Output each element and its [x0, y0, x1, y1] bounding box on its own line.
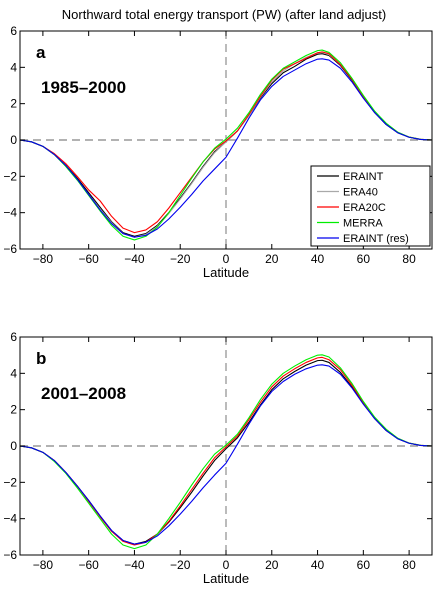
x-tick-label: 60	[357, 252, 371, 266]
y-tick-label: −6	[3, 242, 17, 256]
series-line-eraint-res-	[19, 364, 433, 545]
series-line-merra	[19, 354, 433, 550]
y-tick-label: 2	[10, 403, 17, 417]
panel-letter: a	[36, 43, 46, 62]
figure-title: Northward total energy transport (PW) (a…	[62, 7, 386, 22]
y-tick-label: 2	[10, 97, 17, 111]
x-tick-label: −40	[124, 558, 145, 572]
x-axis-label: Latitude	[203, 265, 249, 280]
y-tick-label: −4	[3, 206, 17, 220]
y-tick-label: 0	[10, 133, 17, 147]
x-tick-label: −80	[33, 252, 54, 266]
panel-b: −80 −60 −40 −20 0 20 40 60 80−6−4−20246Latitudeb…	[3, 330, 433, 586]
y-tick-label: −4	[3, 512, 17, 526]
x-tick-label: 40	[311, 558, 325, 572]
period-label: 1985–2000	[41, 78, 126, 97]
legend-entry: ERAINT	[343, 171, 384, 183]
x-tick-label: 0	[223, 558, 230, 572]
y-tick-label: 6	[10, 330, 17, 344]
x-tick-label: 80	[402, 558, 416, 572]
x-tick-label: 40	[311, 252, 325, 266]
panel-a: −80 −60 −40 −20 0 20 40 60 80−6−4−20246Latitudea…	[3, 24, 433, 280]
y-tick-label: −6	[3, 548, 17, 562]
x-tick-label: −40	[124, 252, 145, 266]
x-tick-label: −20	[170, 558, 191, 572]
legend-entry: ERA40	[343, 187, 378, 199]
x-tick-label: 20	[265, 252, 279, 266]
y-tick-label: 0	[10, 439, 17, 453]
legend-entry: MERRA	[343, 218, 383, 230]
x-tick-label: 80	[402, 252, 416, 266]
panel-letter: b	[36, 349, 46, 368]
x-tick-label: −80	[33, 558, 54, 572]
y-tick-label: −2	[3, 475, 17, 489]
y-tick-label: −2	[3, 169, 17, 183]
period-label: 2001–2008	[41, 384, 126, 403]
legend-entry: ERAINT (res)	[343, 233, 409, 245]
x-tick-label: −60	[78, 252, 99, 266]
x-tick-label: 20	[265, 558, 279, 572]
x-tick-label: 0	[223, 252, 230, 266]
x-axis-label: Latitude	[203, 571, 249, 586]
legend-box	[310, 165, 431, 247]
x-tick-label: −60	[78, 558, 99, 572]
x-tick-label: 60	[357, 558, 371, 572]
x-tick-label: −20	[170, 252, 191, 266]
y-tick-label: 6	[10, 24, 17, 38]
series-line-eraint-res-	[19, 58, 433, 238]
legend-entry: ERA20C	[343, 202, 386, 214]
y-tick-label: 4	[10, 366, 17, 380]
y-tick-label: 4	[10, 60, 17, 74]
